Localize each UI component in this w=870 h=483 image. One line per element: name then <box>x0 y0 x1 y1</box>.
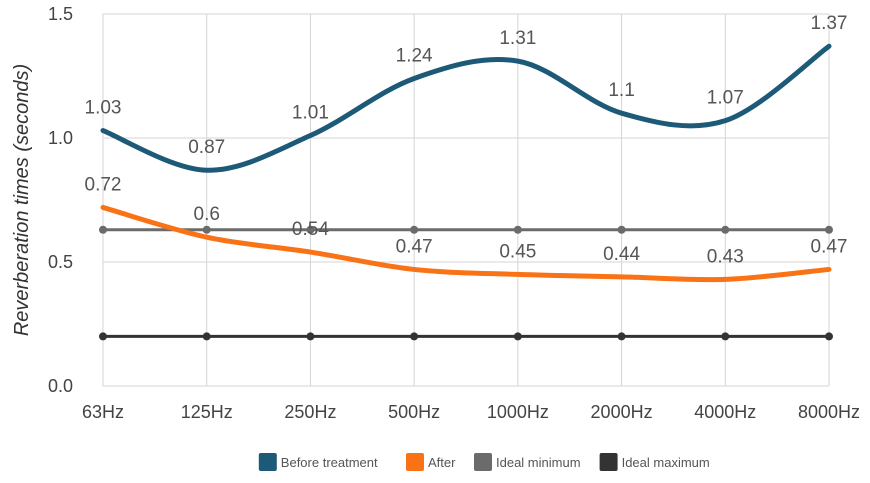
x-tick-label: 250Hz <box>284 402 336 422</box>
data-label-after: 0.44 <box>603 244 640 265</box>
data-point-ideal-maximum <box>202 332 211 341</box>
data-label-after: 0.54 <box>292 219 329 240</box>
data-label-after: 0.72 <box>85 174 122 195</box>
y-tick-label: 0.5 <box>48 252 73 272</box>
series-line-after <box>100 204 832 283</box>
legend-label-before-treatment: Before treatment <box>281 455 378 470</box>
data-label-before-treatment: 1.37 <box>811 13 848 34</box>
data-labels: 1.03 0.87 1.01 1.24 1.31 1.1 1.07 1.37 0.72 0.6 0.… <box>85 13 848 267</box>
y-axis-label: Reverberation times (seconds) <box>11 64 33 336</box>
data-point-ideal-maximum <box>306 332 315 341</box>
data-point-ideal-maximum <box>825 332 833 341</box>
data-label-after: 0.6 <box>194 204 220 225</box>
data-label-before-treatment: 1.31 <box>499 28 536 49</box>
axes: 0.0 0.5 1.0 1.5 63Hz 125Hz 250Hz 500Hz 1000Hz 200… <box>11 4 860 422</box>
series <box>99 43 833 341</box>
y-tick-label: 1.5 <box>48 4 73 24</box>
x-tick-label: 8000Hz <box>798 402 860 422</box>
data-point-ideal-maximum <box>410 332 419 341</box>
legend-label-ideal-minimum: Ideal minimum <box>496 455 581 470</box>
data-point-ideal-minimum <box>410 225 419 234</box>
legend-label-ideal-maximum: Ideal maximum <box>622 455 710 470</box>
data-label-before-treatment: 0.87 <box>188 137 225 158</box>
legend-swatch-after <box>406 453 424 471</box>
series-line-before-treatment <box>100 43 832 173</box>
data-point-ideal-minimum <box>99 225 107 234</box>
legend-swatch-before-treatment <box>258 453 277 471</box>
data-point-ideal-minimum <box>825 225 833 234</box>
y-tick-label: 1.0 <box>48 128 73 148</box>
legend-label-after: After <box>428 455 456 470</box>
legend-swatch-ideal-maximum <box>599 453 618 471</box>
x-tick-label: 125Hz <box>181 402 233 422</box>
legend: Before treatment After Ideal minimum Ideal … <box>258 453 710 471</box>
data-label-after: 0.47 <box>396 236 433 257</box>
data-label-before-treatment: 1.03 <box>85 98 122 119</box>
data-label-after: 0.47 <box>811 236 848 257</box>
data-label-before-treatment: 1.07 <box>707 88 744 109</box>
y-tick-label: 0.0 <box>48 376 73 396</box>
legend-swatch-ideal-minimum <box>474 453 492 471</box>
data-point-ideal-maximum <box>617 332 626 341</box>
data-label-before-treatment: 1.1 <box>608 80 634 101</box>
data-point-ideal-minimum <box>721 225 730 234</box>
data-label-after: 0.45 <box>499 241 536 262</box>
x-tick-label: 2000Hz <box>591 402 653 422</box>
x-tick-label: 63Hz <box>82 402 124 422</box>
data-label-before-treatment: 1.24 <box>396 45 433 66</box>
x-tick-label: 4000Hz <box>694 402 756 422</box>
data-point-ideal-minimum <box>617 225 626 234</box>
data-label-before-treatment: 1.01 <box>292 103 329 124</box>
data-point-ideal-maximum <box>721 332 730 341</box>
data-point-ideal-minimum <box>202 225 211 234</box>
data-point-ideal-minimum <box>306 225 315 234</box>
x-tick-label: 1000Hz <box>487 402 549 422</box>
data-point-ideal-maximum <box>99 332 107 341</box>
grid <box>102 13 830 387</box>
data-point-ideal-minimum <box>513 225 522 234</box>
data-point-ideal-maximum <box>513 332 522 341</box>
x-tick-label: 500Hz <box>388 402 440 422</box>
data-label-after: 0.43 <box>707 246 744 267</box>
